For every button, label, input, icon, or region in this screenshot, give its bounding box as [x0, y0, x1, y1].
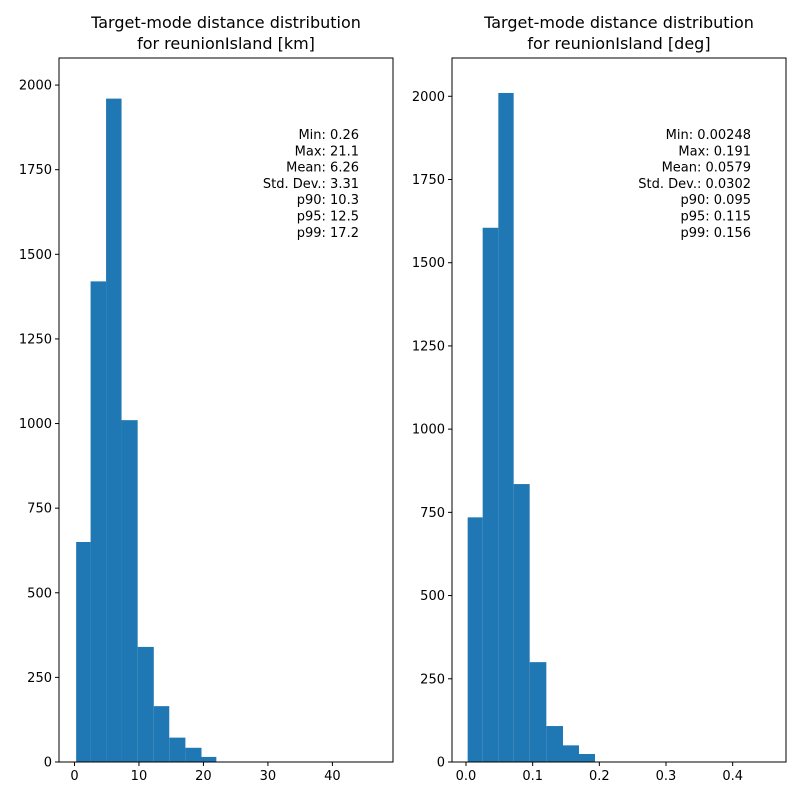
- y-tick-label: 1250: [19, 332, 52, 347]
- stat-line: Min: 0.00248: [666, 128, 751, 143]
- y-axis-ticks: 0 250 500 750 1000 1250 1500 1750 2000: [412, 90, 452, 771]
- stat-line: p95: 0.115: [680, 210, 751, 225]
- stat-line: Max: 21.1: [295, 144, 359, 159]
- chart-title-line-1: Target-mode distance distribution: [483, 13, 754, 32]
- histogram-panel-km: Target-mode distance distribution for re…: [19, 13, 394, 784]
- x-tick-label: 40: [324, 769, 341, 784]
- histogram-bar: [137, 646, 154, 762]
- y-tick-label: 1500: [412, 256, 445, 271]
- y-tick-label: 0: [437, 756, 445, 771]
- x-tick-label: 0: [70, 769, 78, 784]
- stat-line: p90: 0.095: [680, 193, 751, 208]
- x-tick-label: 0.1: [522, 769, 543, 784]
- histogram-bar: [185, 747, 202, 762]
- y-tick-label: 500: [27, 586, 52, 601]
- histogram-bar: [90, 281, 107, 762]
- chart-title-line-2: for reunionIsland [km]: [137, 34, 315, 53]
- y-tick-label: 2000: [412, 90, 445, 105]
- y-tick-label: 750: [27, 502, 52, 517]
- x-tick-label: 20: [195, 769, 212, 784]
- histogram-bar: [513, 484, 530, 762]
- stat-line: Std. Dev.: 0.0302: [638, 177, 751, 192]
- x-tick-label: 0.2: [589, 769, 610, 784]
- histogram-bar: [201, 756, 217, 762]
- x-tick-label: 0.4: [722, 769, 743, 784]
- y-tick-label: 1250: [412, 339, 445, 354]
- bars: [467, 92, 595, 762]
- y-axis-ticks: 0 250 500 750 1000 1250 1500 1750 2000: [19, 79, 59, 771]
- histogram-bar: [467, 517, 483, 762]
- histogram-panel-deg: Target-mode distance distribution for re…: [412, 13, 787, 784]
- histogram-bar: [76, 542, 91, 762]
- x-tick-label: 30: [260, 769, 277, 784]
- x-tick-label: 0.0: [456, 769, 477, 784]
- stat-line: Mean: 6.26: [286, 161, 359, 176]
- y-tick-label: 0: [44, 756, 52, 771]
- y-tick-label: 500: [420, 589, 445, 604]
- histogram-bar: [121, 420, 138, 762]
- y-tick-label: 1000: [412, 423, 445, 438]
- stat-line: p95: 12.5: [297, 210, 359, 225]
- x-axis-ticks: 0.0 0.1 0.2 0.3 0.4: [456, 762, 743, 784]
- histogram-bar: [482, 227, 499, 762]
- stat-line: Std. Dev.: 3.31: [263, 177, 359, 192]
- x-tick-label: 0.3: [656, 769, 677, 784]
- stat-line: p99: 17.2: [297, 226, 359, 241]
- stat-line: Max: 0.191: [678, 144, 751, 159]
- histogram-bar: [579, 754, 595, 762]
- histogram-bar: [498, 92, 514, 762]
- histogram-bar: [546, 726, 563, 762]
- x-axis-ticks: 0 10 20 30 40: [70, 762, 341, 784]
- axes-frame: [58, 57, 394, 763]
- axes-frame: [451, 57, 787, 763]
- chart-title-line-1: Target-mode distance distribution: [90, 13, 361, 32]
- chart-title-line-2: for reunionIsland [deg]: [527, 34, 710, 53]
- x-tick-label: 10: [131, 769, 148, 784]
- stat-line: p99: 0.156: [680, 226, 751, 241]
- histogram-bar: [153, 706, 170, 762]
- stat-line: Mean: 0.0579: [662, 161, 751, 176]
- histogram-bar: [529, 662, 547, 762]
- y-tick-label: 1500: [19, 248, 52, 263]
- y-tick-label: 1000: [19, 417, 52, 432]
- histogram-bar: [106, 98, 122, 763]
- histogram-bar: [169, 737, 186, 762]
- histogram-bar: [563, 745, 579, 762]
- y-tick-label: 250: [27, 671, 52, 686]
- stat-line: Min: 0.26: [298, 128, 359, 143]
- y-tick-label: 1750: [19, 163, 52, 178]
- y-tick-label: 2000: [19, 79, 52, 94]
- bars: [76, 98, 217, 763]
- y-tick-label: 250: [420, 672, 445, 687]
- y-tick-label: 1750: [412, 173, 445, 188]
- stat-line: p90: 10.3: [297, 193, 359, 208]
- y-tick-label: 750: [420, 506, 445, 521]
